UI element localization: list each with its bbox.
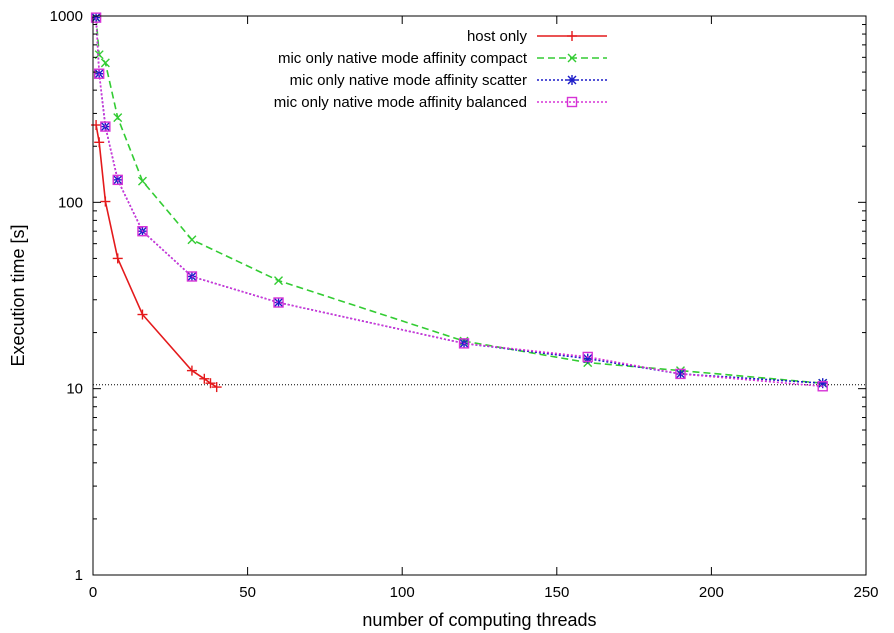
- y-tick-label: 100: [58, 194, 83, 211]
- axes-layer: [92, 15, 867, 576]
- data-point: [817, 381, 828, 392]
- marker-stroke: [567, 75, 577, 85]
- legend-entry: mic only native mode affinity balanced: [274, 94, 607, 111]
- data-point: [274, 276, 284, 286]
- data-point: [186, 365, 197, 376]
- legend-entry: mic only native mode affinity scatter: [290, 72, 607, 89]
- marker-stroke: [186, 271, 198, 282]
- legend-entry: host only: [467, 28, 607, 45]
- plot-frame: [92, 15, 867, 576]
- x-tick-label: 100: [390, 584, 415, 601]
- legend-swatch-marker: [567, 53, 577, 63]
- marker-stroke: [567, 53, 577, 63]
- marker-stroke: [818, 378, 828, 388]
- data-point: [90, 12, 102, 23]
- legend-label: mic only native mode affinity scatter: [290, 72, 527, 89]
- data-point: [100, 196, 111, 207]
- ticks-layer: 0 50 100 150 200 250 1 10 100 1000: [50, 8, 879, 601]
- data-point: [675, 368, 686, 380]
- data-point: [582, 351, 593, 363]
- x-tick-label: 150: [544, 584, 569, 601]
- x-tick-label: 0: [89, 584, 97, 601]
- y-tick-label: 1000: [50, 8, 83, 25]
- legend-label: mic only native mode affinity compact: [278, 50, 528, 67]
- marker-stroke: [675, 369, 685, 379]
- data-point: [199, 373, 210, 384]
- legend-swatch-marker: [567, 75, 577, 85]
- data-point: [137, 225, 148, 237]
- legend-swatch-marker: [566, 96, 578, 108]
- marker-stroke: [273, 297, 284, 308]
- data-point: [137, 176, 147, 186]
- x-axis-title: number of computing threads: [362, 610, 596, 630]
- data-point: [100, 58, 110, 68]
- marker-stroke: [274, 298, 284, 308]
- legend-entry: mic only native mode affinity compact: [278, 50, 607, 67]
- data-point: [675, 368, 686, 379]
- data-point: [187, 235, 197, 245]
- data-point: [186, 271, 198, 282]
- data-point: [205, 378, 216, 389]
- data-point: [113, 113, 123, 123]
- x-tick-label: 50: [239, 584, 256, 601]
- series-line: [95, 17, 823, 388]
- marker-stroke: [113, 113, 123, 123]
- legend-label: mic only native mode affinity balanced: [274, 94, 527, 111]
- data-point: [817, 378, 828, 389]
- legend-label: host only: [467, 28, 528, 45]
- data-point: [137, 309, 148, 320]
- x-tick-label: 250: [853, 584, 878, 601]
- marker-stroke: [100, 121, 111, 132]
- legend: host only mic only native mode affinity c…: [274, 28, 607, 111]
- marker-stroke: [582, 351, 593, 363]
- marker-stroke: [458, 338, 470, 349]
- marker-stroke: [675, 368, 686, 380]
- marker-stroke: [112, 174, 123, 186]
- marker-stroke: [137, 225, 148, 237]
- data-point: [273, 297, 284, 308]
- marker-stroke: [566, 96, 578, 108]
- marker-stroke: [817, 381, 828, 392]
- data-point: [93, 68, 105, 79]
- series-1: [91, 120, 222, 393]
- marker-stroke: [90, 12, 102, 23]
- data-point: [112, 174, 123, 186]
- y-tick-label: 1: [75, 567, 83, 584]
- data-point: [94, 137, 105, 148]
- data-point: [100, 121, 111, 132]
- series-layer: [90, 12, 828, 393]
- x-tick-label: 200: [699, 584, 724, 601]
- y-axis-title: Execution time [s]: [8, 224, 28, 366]
- marker-stroke: [187, 235, 197, 245]
- series-3: [91, 12, 828, 389]
- marker-stroke: [93, 68, 105, 79]
- legend-swatch-marker: [567, 31, 577, 41]
- series-4: [90, 12, 828, 392]
- data-point: [112, 253, 123, 264]
- marker-stroke: [100, 58, 110, 68]
- marker-stroke: [137, 176, 147, 186]
- data-point: [273, 297, 284, 308]
- data-point: [211, 382, 222, 393]
- y-tick-label: 10: [66, 381, 83, 398]
- data-point: [458, 338, 470, 349]
- marker-stroke: [274, 276, 284, 286]
- series-2: [91, 13, 828, 388]
